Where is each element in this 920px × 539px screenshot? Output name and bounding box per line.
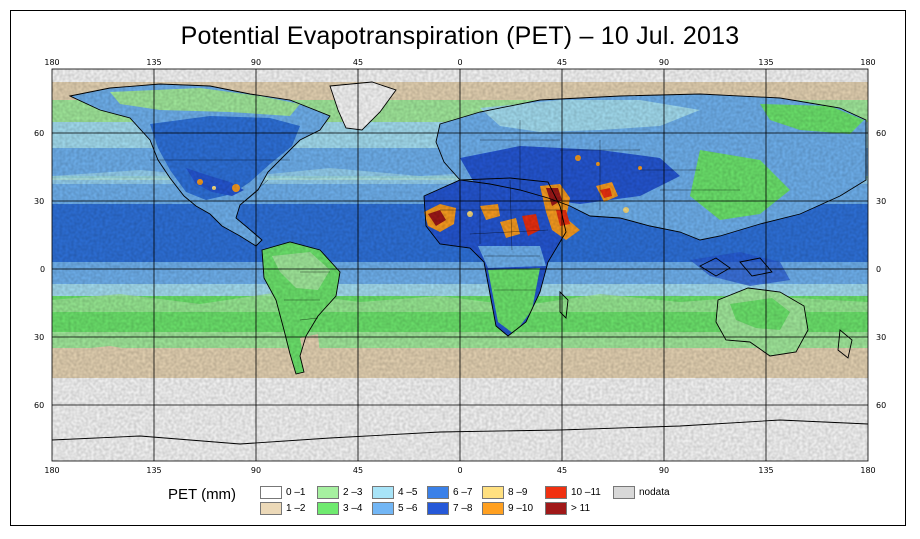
legend-item: 6 –7 — [427, 485, 472, 499]
legend-label: > 11 — [571, 502, 590, 514]
latitude-labels-left: 60 30 0 30 60 — [34, 129, 45, 410]
legend-title: PET (mm) — [168, 486, 237, 503]
lat-tick-right: 30 — [876, 197, 886, 206]
lon-tick-bottom: 135 — [758, 466, 773, 475]
lat-tick-left: 30 — [34, 197, 44, 206]
lon-tick-bottom: 90 — [251, 466, 261, 475]
lat-tick-left: 30 — [34, 333, 44, 342]
lon-tick-bottom: 45 — [557, 466, 567, 475]
legend-swatch — [545, 501, 567, 515]
legend-swatch — [427, 485, 449, 499]
legend-item: 10 –11 — [545, 485, 601, 499]
legend-item: 2 –3 — [317, 485, 362, 499]
longitude-labels-top: 180 135 90 45 0 45 90 135 180 — [44, 58, 875, 67]
lat-tick-right: 60 — [876, 401, 886, 410]
legend-item: 0 –1 — [260, 485, 305, 499]
lon-tick-bottom: 45 — [353, 466, 363, 475]
figure-frame — [10, 10, 906, 526]
lon-tick-bottom: 90 — [659, 466, 669, 475]
map-title: Potential Evapotranspiration (PET) – 10 … — [180, 22, 740, 50]
legend-item: 7 –8 — [427, 501, 472, 515]
legend-item: 8 –9 — [482, 485, 527, 499]
legend-swatch — [317, 485, 339, 499]
legend-swatch — [260, 501, 282, 515]
lon-tick-top: 90 — [659, 58, 669, 67]
legend-swatch — [260, 485, 282, 499]
legend-swatch — [482, 501, 504, 515]
lon-tick-bottom: 180 — [44, 466, 59, 475]
legend-swatch — [427, 501, 449, 515]
lat-tick-right: 30 — [876, 333, 886, 342]
legend-label: 2 –3 — [343, 486, 363, 498]
latitude-labels-right: 60 30 0 30 60 — [876, 129, 886, 410]
legend-item: 1 –2 — [260, 501, 305, 515]
legend-label: nodata — [639, 486, 670, 498]
legend-item: 4 –5 — [372, 485, 417, 499]
legend-label: 1 –2 — [286, 502, 306, 514]
legend-item: 3 –4 — [317, 501, 362, 515]
legend-item: 5 –6 — [372, 501, 417, 515]
lon-tick-top: 90 — [251, 58, 261, 67]
lon-tick-top: 135 — [146, 58, 161, 67]
legend-item: > 11 — [545, 501, 590, 515]
legend-label: 10 –11 — [571, 486, 601, 498]
legend-label: 6 –7 — [453, 486, 473, 498]
legend-item: nodata — [613, 485, 670, 499]
lon-tick-top: 180 — [860, 58, 875, 67]
legend-label: 7 –8 — [453, 502, 473, 514]
legend-swatch — [372, 501, 394, 515]
legend-swatch — [317, 501, 339, 515]
legend-swatch — [545, 485, 567, 499]
legend-item: 9 –10 — [482, 501, 533, 515]
legend-label: 0 –1 — [286, 486, 306, 498]
lon-tick-top: 45 — [557, 58, 567, 67]
lat-tick-left: 60 — [34, 401, 44, 410]
legend-swatch — [372, 485, 394, 499]
lon-tick-bottom: 0 — [457, 466, 462, 475]
lat-tick-right: 60 — [876, 129, 886, 138]
lat-tick-right: 0 — [876, 265, 881, 274]
graticule — [51, 68, 869, 462]
legend-label: 5 –6 — [398, 502, 418, 514]
legend-label: 3 –4 — [343, 502, 363, 514]
legend-label: 9 –10 — [508, 502, 534, 514]
legend-swatch — [613, 485, 635, 499]
lon-tick-bottom: 135 — [146, 466, 161, 475]
legend-swatch — [482, 485, 504, 499]
lon-tick-top: 135 — [758, 58, 773, 67]
lon-tick-bottom: 180 — [860, 466, 875, 475]
lat-tick-left: 0 — [40, 265, 45, 274]
lon-tick-top: 180 — [44, 58, 59, 67]
legend-label: 4 –5 — [398, 486, 418, 498]
longitude-labels-bottom: 180 135 90 45 0 45 90 135 180 — [44, 466, 875, 475]
lon-tick-top: 0 — [457, 58, 462, 67]
lon-tick-top: 45 — [353, 58, 363, 67]
legend-label: 8 –9 — [508, 486, 528, 498]
lat-tick-left: 60 — [34, 129, 44, 138]
